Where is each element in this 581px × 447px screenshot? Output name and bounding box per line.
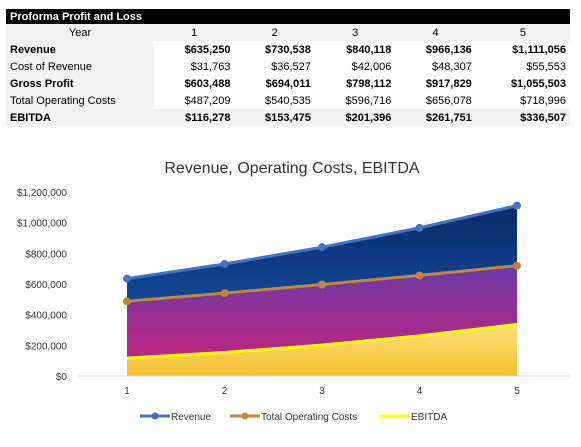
data-point[interactable] xyxy=(220,289,229,298)
data-point[interactable] xyxy=(415,223,424,232)
value-cell[interactable]: $694,011 xyxy=(265,77,311,90)
value-cell[interactable]: $1,055,503 xyxy=(510,77,566,90)
value-cell[interactable]: $1,111,056 xyxy=(512,43,566,56)
x-tick-label: 2 xyxy=(222,386,228,397)
table-row: Cost of Revenue $31,763 $36,527 $42,006 $48,… xyxy=(6,58,570,75)
x-tick-label: 1 xyxy=(124,386,130,397)
y-tick-label: $600,000 xyxy=(25,280,67,291)
year-row: Year 1 2 3 4 5 xyxy=(6,24,570,41)
table-row: Total Operating Costs $487,209 $540,535 $59… xyxy=(6,92,570,109)
legend-label[interactable]: EBITDA xyxy=(411,412,447,423)
legend-marker xyxy=(241,412,249,420)
value-cell[interactable]: $48,307 xyxy=(432,60,472,73)
value-cell[interactable]: $31,763 xyxy=(190,60,231,73)
year-cell[interactable]: 4 xyxy=(395,24,476,41)
pl-table: Proforma Profit and Loss Year 1 2 3 4 5 … xyxy=(6,9,570,126)
value-cell[interactable]: $42,006 xyxy=(351,60,392,73)
row-label[interactable]: Revenue xyxy=(6,41,154,58)
value-cell[interactable]: $730,538 xyxy=(265,43,311,56)
table-row: EBITDA $116,278 $153,475 $201,396 $261,751 $3… xyxy=(6,109,570,126)
row-label[interactable]: Gross Profit xyxy=(6,75,154,92)
data-point[interactable] xyxy=(123,297,131,306)
table-row: Revenue $635,250 $730,538 $840,118 $966,136 $… xyxy=(6,41,570,58)
data-point[interactable] xyxy=(220,259,229,268)
legend-label[interactable]: Revenue xyxy=(171,412,211,423)
y-tick-label: $200,000 xyxy=(25,341,67,352)
value-cell[interactable]: $116,278 xyxy=(154,109,235,126)
table-title-row: Proforma Profit and Loss xyxy=(6,9,570,24)
area-chart: Revenue, Operating Costs, EBITDA $0 $200,… xyxy=(17,160,570,423)
value-cell[interactable]: $718,996 xyxy=(520,94,566,107)
data-point[interactable] xyxy=(123,274,131,283)
year-cell[interactable]: 2 xyxy=(234,24,315,41)
data-point[interactable] xyxy=(513,201,521,210)
table-title[interactable]: Proforma Profit and Loss xyxy=(6,9,570,24)
value-cell[interactable]: $917,829 xyxy=(425,77,472,90)
chart-container: Revenue, Operating Costs, EBITDA $0 $200,… xyxy=(0,150,581,442)
y-tick-label: $400,000 xyxy=(25,311,67,322)
pl-table-container: Proforma Profit and Loss Year 1 2 3 4 5 … xyxy=(6,9,570,126)
value-cell[interactable]: $336,507 xyxy=(475,109,570,126)
value-cell[interactable]: $656,078 xyxy=(425,94,472,107)
x-tick-label: 5 xyxy=(514,386,520,397)
data-point[interactable] xyxy=(318,243,326,252)
year-cell[interactable]: 3 xyxy=(314,24,396,41)
value-cell[interactable]: $798,112 xyxy=(346,77,392,90)
value-cell[interactable]: $540,535 xyxy=(265,94,311,107)
y-tick-label: $1,200,000 xyxy=(17,188,67,199)
x-tick-label: 4 xyxy=(417,386,423,397)
data-point[interactable] xyxy=(318,280,326,289)
y-tick-label: $0 xyxy=(56,372,68,383)
year-cell[interactable]: 1 xyxy=(154,24,235,41)
table-row: Gross Profit $603,488 $694,011 $798,112 $917… xyxy=(6,75,570,92)
value-cell[interactable]: $596,716 xyxy=(345,94,392,107)
legend-label[interactable]: Total Operating Costs xyxy=(261,412,357,423)
legend-marker xyxy=(151,412,159,420)
value-cell[interactable]: $36,527 xyxy=(271,60,311,73)
value-cell[interactable]: $840,118 xyxy=(346,43,392,56)
value-cell[interactable]: $635,250 xyxy=(184,43,231,56)
value-cell[interactable]: $55,553 xyxy=(526,60,566,73)
year-label[interactable]: Year xyxy=(6,24,154,41)
x-tick-label: 3 xyxy=(319,386,325,397)
value-cell[interactable]: $153,475 xyxy=(234,109,315,126)
value-cell[interactable]: $966,136 xyxy=(425,43,472,56)
ebitda-line xyxy=(126,322,518,360)
value-cell[interactable]: $201,396 xyxy=(314,109,396,126)
row-label[interactable]: Total Operating Costs xyxy=(6,92,154,109)
row-label[interactable]: Cost of Revenue xyxy=(6,58,154,75)
data-point[interactable] xyxy=(513,261,521,270)
row-label[interactable]: EBITDA xyxy=(6,109,154,126)
data-point[interactable] xyxy=(415,271,424,280)
y-tick-label: $1,000,000 xyxy=(17,219,67,230)
value-cell[interactable]: $603,488 xyxy=(184,77,231,90)
value-cell[interactable]: $487,209 xyxy=(184,94,231,107)
year-cell[interactable]: 5 xyxy=(475,24,570,41)
chart-title: Revenue, Operating Costs, EBITDA xyxy=(164,160,420,177)
y-tick-label: $800,000 xyxy=(25,249,67,260)
value-cell[interactable]: $261,751 xyxy=(395,109,476,126)
